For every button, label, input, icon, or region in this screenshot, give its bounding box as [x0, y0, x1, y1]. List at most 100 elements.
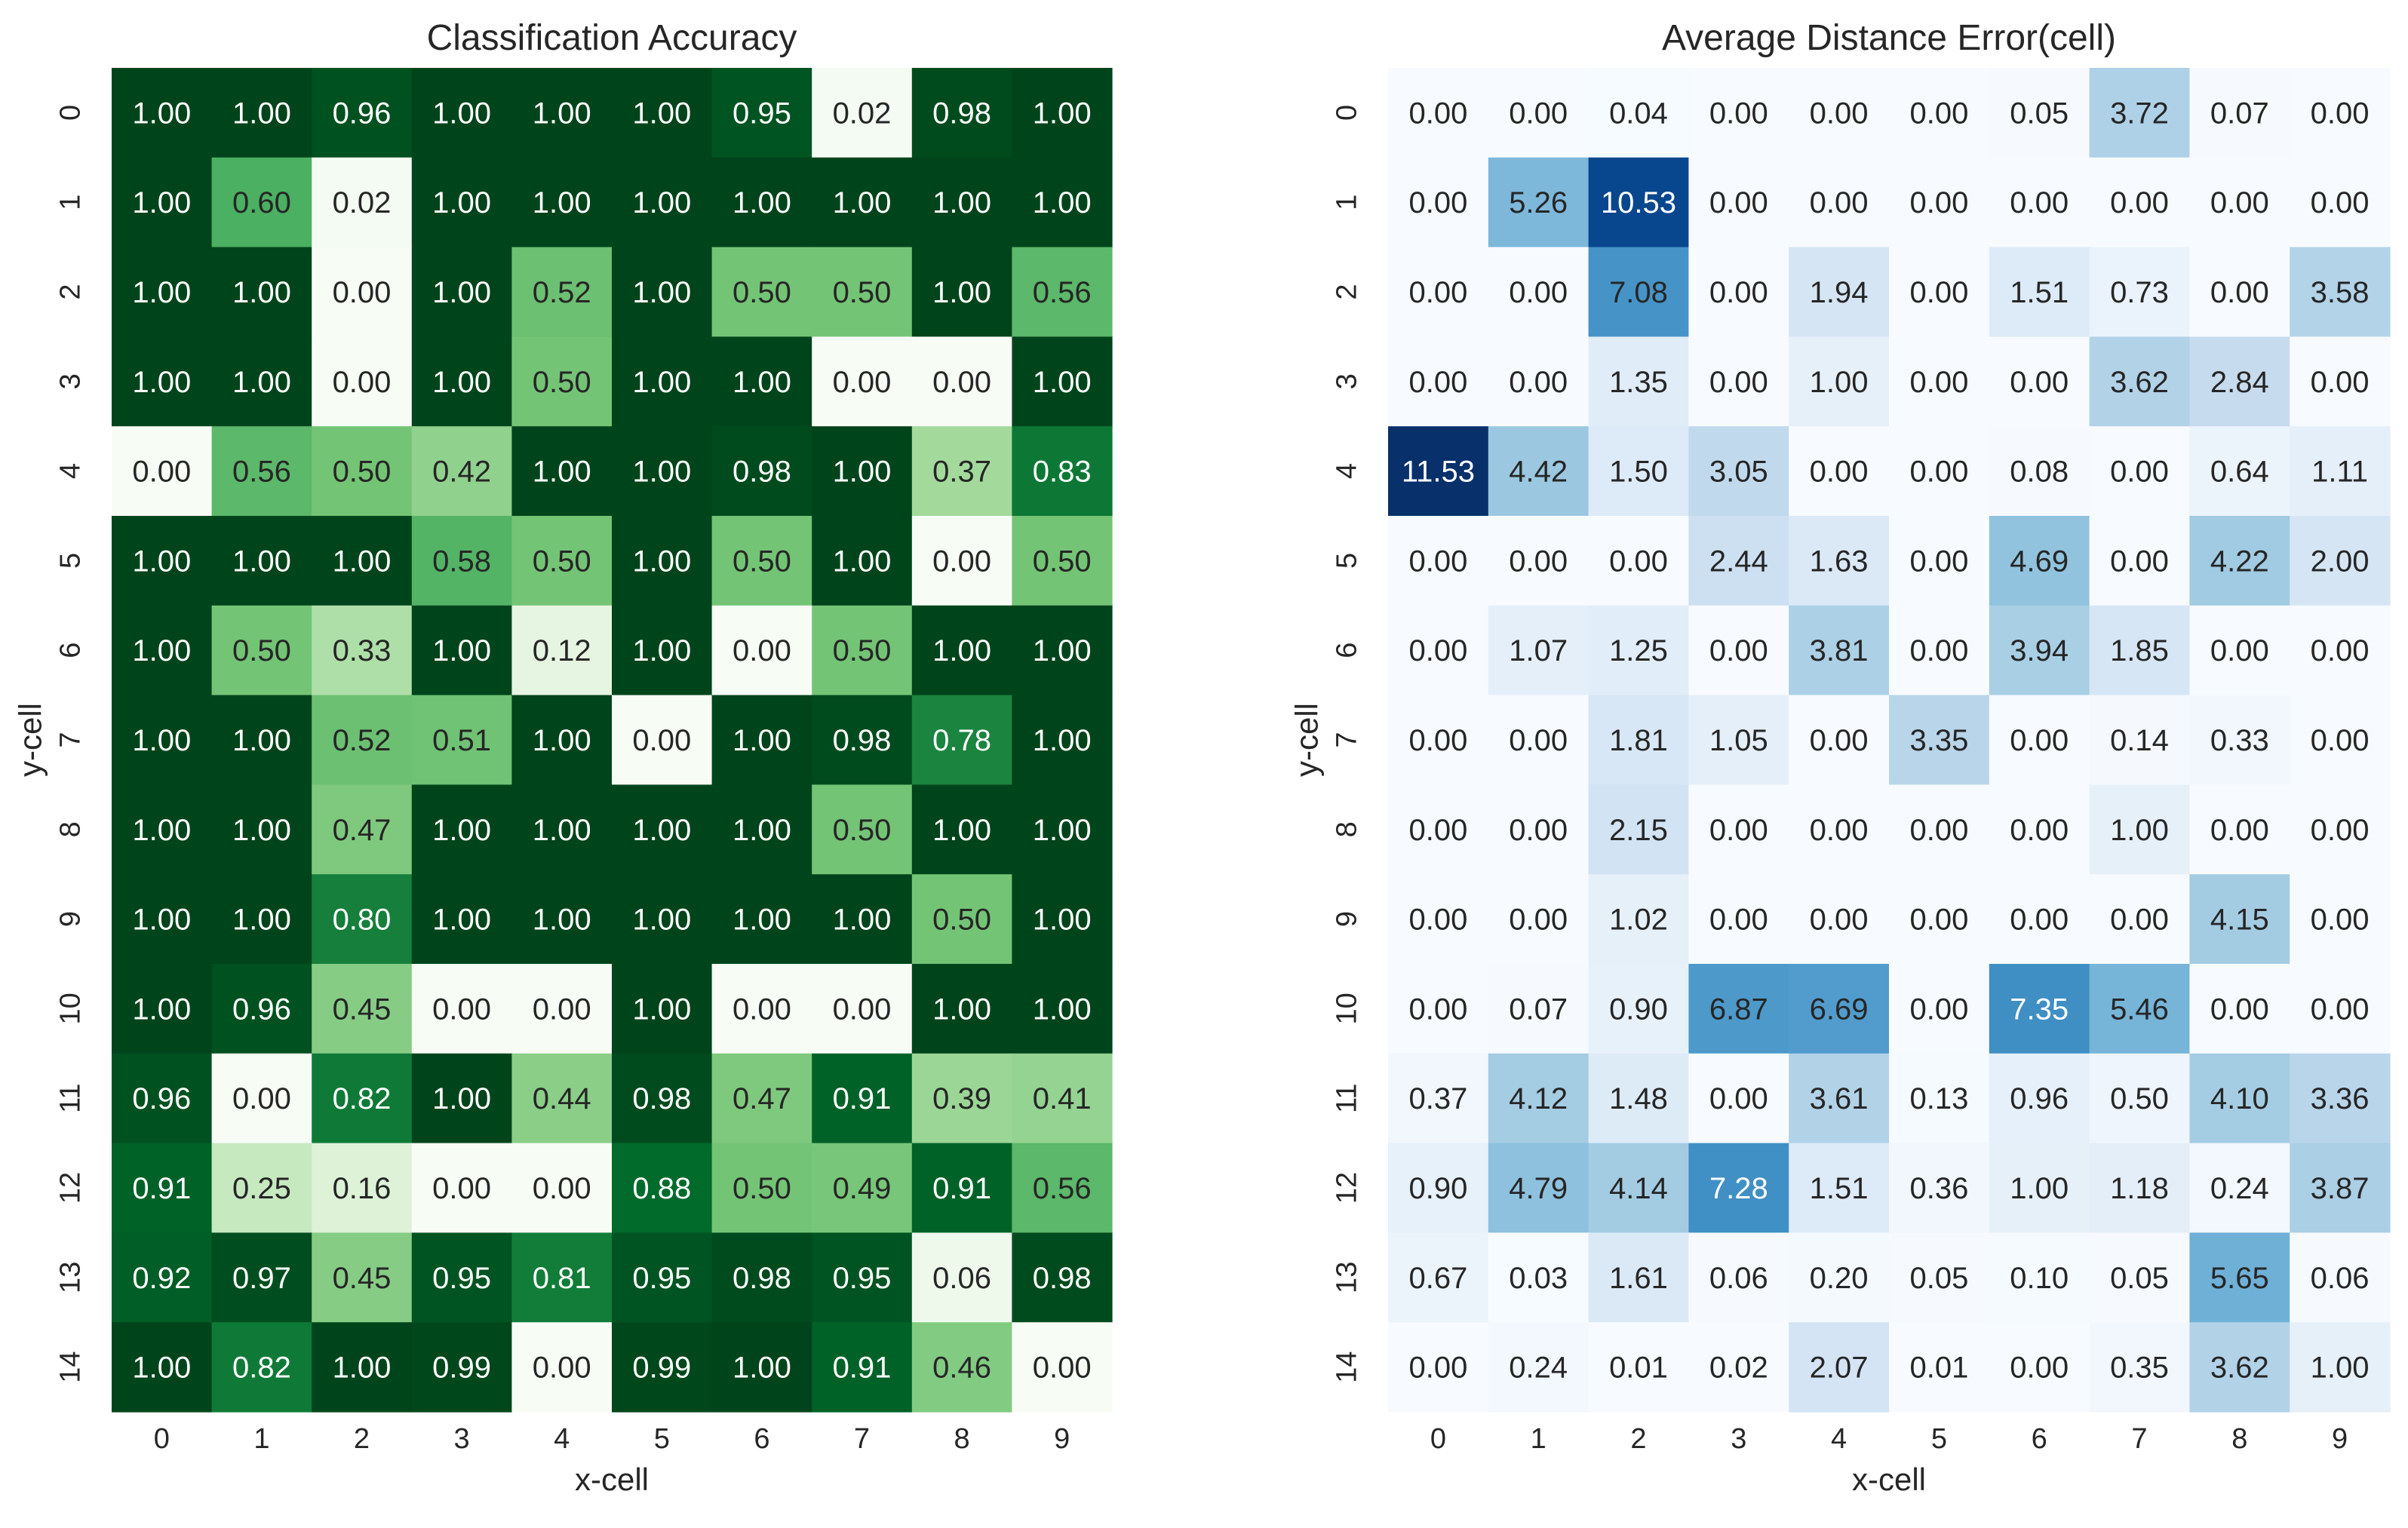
heatmap-cell	[1388, 784, 1489, 875]
heatmap-cell	[1388, 157, 1489, 248]
heatmap-cell	[812, 1322, 913, 1413]
heatmap-cell	[511, 1143, 613, 1233]
heatmap-cell	[1889, 426, 1990, 517]
cell-value-label: 0.00	[932, 366, 991, 399]
cell-value-label: 2.07	[1810, 1352, 1869, 1385]
cell-value-label: 3.62	[2210, 1352, 2269, 1385]
heatmap-cell	[2189, 1143, 2290, 1233]
cell-value-label: 0.45	[333, 1262, 392, 1295]
heatmap-cell	[1488, 964, 1589, 1054]
cell-value-label: 1.00	[132, 724, 191, 757]
heatmap-cell	[2189, 516, 2290, 606]
heatmap-cell	[812, 247, 913, 337]
cell-value-label: 1.00	[2110, 814, 2169, 847]
cell-value-label: 0.00	[1408, 366, 1467, 399]
y-tick-label: 10	[1331, 993, 1362, 1024]
heatmap-cell	[1789, 247, 1890, 337]
cell-value-label: 0.78	[932, 724, 991, 757]
cell-value-label: 0.00	[1509, 366, 1568, 399]
heatmap-cell	[2290, 695, 2391, 785]
heatmap-cell	[1012, 695, 1113, 785]
cell-value-label: 0.16	[333, 1172, 392, 1205]
heatmap-cell	[612, 336, 713, 427]
cell-value-label: 0.00	[2311, 814, 2370, 847]
heatmap-cell	[211, 68, 312, 158]
cell-value-label: 0.91	[132, 1172, 191, 1205]
cell-value-label: 4.14	[1609, 1172, 1668, 1205]
cell-value-label: 0.49	[833, 1172, 892, 1205]
y-tick-label: 12	[1331, 1172, 1362, 1204]
heatmap-cell	[1889, 964, 1990, 1054]
heatmap-cell	[2189, 1232, 2290, 1323]
heatmap-cell	[911, 964, 1012, 1054]
heatmap-cell	[711, 247, 812, 337]
cell-value-label: 0.95	[632, 1262, 691, 1295]
heatmap-cell	[2290, 426, 2391, 517]
heatmap-cell	[1488, 1143, 1589, 1233]
heatmap-cell	[411, 874, 512, 965]
cell-value-label: 0.00	[1909, 545, 1968, 578]
heatmap-cell	[2290, 1053, 2391, 1144]
cell-value-label: 0.00	[1810, 904, 1869, 937]
cell-value-label: 0.47	[733, 1082, 791, 1115]
heatmap-cell	[2290, 68, 2391, 158]
cell-value-label: 0.12	[533, 634, 591, 667]
cell-value-label: 0.00	[2210, 186, 2269, 219]
heatmap-cell	[911, 1053, 1012, 1144]
cell-value-label: 1.48	[1609, 1082, 1668, 1115]
cell-value-label: 0.00	[1709, 814, 1768, 847]
cell-value-label: 1.00	[733, 904, 791, 937]
heatmap-cell	[2189, 157, 2290, 248]
heatmap-cell	[812, 605, 913, 696]
cell-value-label: 0.02	[1709, 1352, 1768, 1385]
heatmap-cell	[511, 516, 613, 606]
heatmap-cell	[411, 695, 512, 785]
cell-value-label: 0.01	[1609, 1352, 1668, 1385]
heatmap-cell	[1388, 426, 1489, 517]
heatmap-cell	[1588, 964, 1689, 1054]
heatmap-cell	[1789, 605, 1890, 696]
cell-value-label: 0.00	[1033, 1352, 1092, 1385]
heatmap-cell	[1989, 68, 2090, 158]
heatmap-cell	[1388, 1322, 1489, 1413]
heatmap-cell	[911, 784, 1012, 875]
cell-value-label: 0.00	[1909, 904, 1968, 937]
heatmap-cell	[2290, 516, 2391, 606]
heatmap-cell	[312, 1322, 413, 1413]
heatmap-cell	[112, 605, 213, 696]
cell-value-label: 1.00	[1033, 366, 1092, 399]
cell-value-label: 3.94	[2010, 634, 2069, 667]
heatmap-cell	[511, 1232, 613, 1323]
cell-value-label: 0.00	[2311, 97, 2370, 130]
cell-value-label: 0.06	[2311, 1262, 2370, 1295]
x-tick-label: 2	[1630, 1423, 1646, 1455]
cell-value-label: 5.65	[2210, 1262, 2269, 1295]
cell-value-label: 1.00	[632, 993, 691, 1026]
cell-value-label: 0.50	[733, 276, 791, 309]
heatmap-cell	[711, 157, 812, 248]
cell-value-label: 0.58	[432, 545, 491, 578]
heatmap-cell	[1488, 784, 1589, 875]
heatmap-cell	[1012, 1143, 1113, 1233]
y-tick-label: 8	[54, 821, 86, 837]
cell-value-label: 0.50	[2110, 1082, 2169, 1115]
y-tick-label: 3	[54, 373, 86, 389]
cell-value-label: 1.00	[1033, 634, 1092, 667]
heatmap-cell	[2089, 695, 2190, 785]
heatmap-cell	[911, 1232, 1012, 1323]
cell-value-label: 0.08	[2010, 456, 2069, 489]
cell-value-label: 0.00	[1509, 814, 1568, 847]
heatmap-cell	[511, 964, 613, 1054]
cell-value-label: 0.00	[833, 366, 892, 399]
heatmap-cell	[112, 516, 213, 606]
heatmap-cell	[211, 1322, 312, 1413]
heatmap-cell	[612, 605, 713, 696]
heatmap-cell	[312, 336, 413, 427]
heatmap-cell	[411, 336, 512, 427]
cell-value-label: 0.98	[733, 1262, 791, 1295]
heatmap-cell	[211, 874, 312, 965]
cell-value-label: 7.35	[2010, 993, 2069, 1026]
heatmap-cell	[1388, 695, 1489, 785]
cell-value-label: 1.00	[632, 276, 691, 309]
cell-value-label: 10.53	[1601, 186, 1676, 219]
